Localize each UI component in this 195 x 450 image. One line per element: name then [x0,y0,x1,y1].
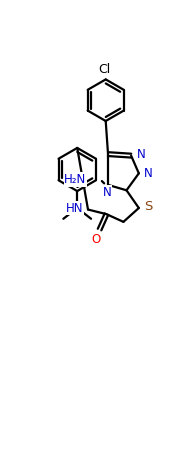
Text: Cl: Cl [98,63,110,76]
Text: N: N [144,167,153,180]
Text: HN: HN [66,202,83,215]
Text: N: N [103,186,112,198]
Text: S: S [144,200,152,213]
Text: N: N [136,148,145,162]
Text: H₂N: H₂N [64,173,86,186]
Text: O: O [91,234,100,247]
